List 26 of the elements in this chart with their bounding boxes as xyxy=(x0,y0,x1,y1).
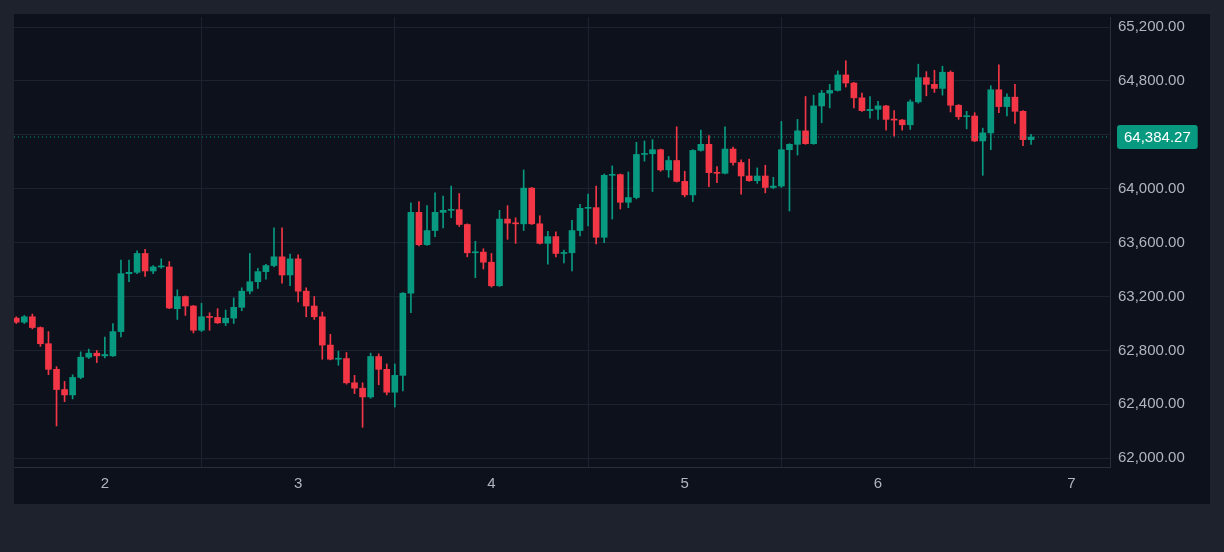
candlestick xyxy=(439,195,447,229)
x-tick-label: 3 xyxy=(293,474,303,492)
ref-line-label: 64,384.27 xyxy=(1124,128,1191,146)
y-tick-label: 65,200.00 xyxy=(1118,17,1185,35)
x-tick-label: 5 xyxy=(680,474,689,492)
y-tick-label: 64,800.00 xyxy=(1118,71,1185,89)
candlestick xyxy=(101,336,109,359)
candlestick xyxy=(447,185,455,219)
candlestick xyxy=(544,230,552,265)
y-tick-label: 62,000.00 xyxy=(1118,448,1185,466)
candlestick xyxy=(93,350,101,363)
candlestick xyxy=(125,259,133,283)
y-tick-label: 63,600.00 xyxy=(1118,232,1185,250)
y-tick-label: 62,400.00 xyxy=(1118,394,1185,412)
candlestick xyxy=(866,96,874,119)
x-tick-label: 6 xyxy=(873,474,883,492)
x-tick-label: 4 xyxy=(487,474,496,492)
y-tick-label: 63,200.00 xyxy=(1118,286,1185,304)
candlestick xyxy=(745,158,753,182)
x-tick-label: 7 xyxy=(1067,474,1076,492)
y-tick-label: 62,800.00 xyxy=(1118,340,1185,358)
candlestick xyxy=(713,166,721,184)
candlestick xyxy=(584,193,592,227)
y-tick-label: 64,000.00 xyxy=(1118,178,1185,196)
x-tick-label: 2 xyxy=(100,474,110,492)
candlestick xyxy=(560,249,568,264)
